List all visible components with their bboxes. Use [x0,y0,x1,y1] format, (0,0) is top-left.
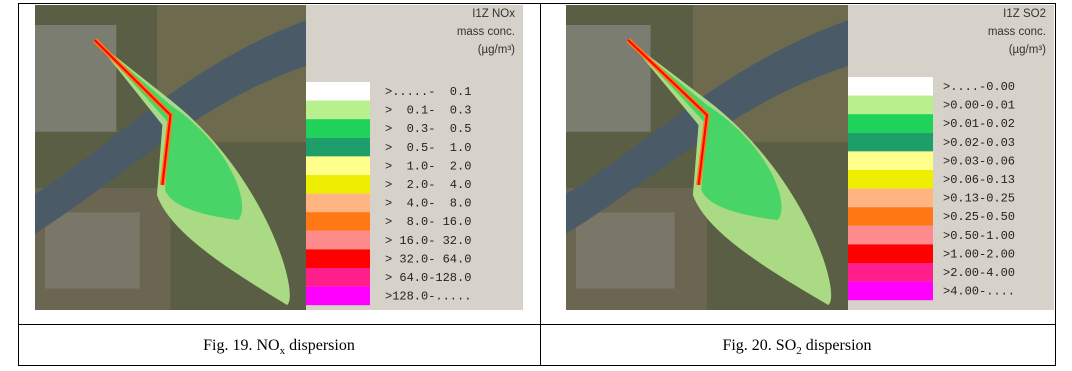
legend-title: (µg/m³) [478,44,515,56]
legend-label: >128.0-..... [385,290,471,304]
legend-swatch [306,119,370,138]
legend-title: I1Z NOx [472,8,515,20]
legend-swatch [848,151,933,170]
legend-label: >1.00-2.00 [943,247,1015,261]
legend-title: mass conc. [457,26,515,38]
legend-swatch [848,170,933,189]
legend-label: >0.01-0.02 [943,117,1015,131]
legend-swatch [848,133,933,152]
legend-label: > 4.0- 8.0 [385,197,471,211]
legend-label: >0.03-0.06 [943,154,1015,168]
legend-swatch [306,138,370,157]
legend-title: mass conc. [988,26,1046,38]
legend-label: > 8.0- 16.0 [385,215,471,229]
legend-label: >0.02-0.03 [943,136,1015,150]
document: I1Z NOx mass conc. (µg/m³) >.....- 0.1 > 0.1… [0,0,1072,371]
legend-label: >0.25-0.50 [943,210,1015,224]
legend-label: > 64.0-128.0 [385,271,471,285]
caption-text: Fig. 20. SO [722,337,796,354]
caption-text: dispersion [802,337,872,354]
legend-swatch [848,244,933,263]
legend-swatch [306,231,370,250]
page: {"figures": [ {"legend_title": ["I1Z NOx… [0,0,1072,371]
legend-swatch [306,212,370,231]
map-town [45,212,140,288]
caption: Fig. 19. NOx dispersion [203,337,355,357]
legend-label: > 2.0- 4.0 [385,178,471,192]
legend-label: >4.00-.... [943,285,1015,299]
legend-swatch [306,287,370,306]
legend-swatch [306,268,370,287]
caption-text: dispersion [285,337,355,354]
legend-label: >0.13-0.25 [943,192,1015,206]
legend-title: I1Z SO2 [1003,8,1046,20]
caption: Fig. 20. SO2 dispersion [722,337,871,357]
legend-swatch [848,114,933,133]
legend-title: (µg/m³) [1009,44,1046,56]
legend-label: >0.50-1.00 [943,229,1015,243]
legend-label: > 0.1- 0.3 [385,104,471,118]
legend-swatch [848,207,933,226]
map-town [576,212,675,288]
legend-swatch [306,156,370,175]
legend-swatch [848,282,933,301]
legend-label: > 1.0- 2.0 [385,159,471,173]
legend-swatch [848,263,933,282]
map-town [35,25,116,132]
legend-swatch [306,175,370,194]
legend-label: > 0.5- 1.0 [385,141,471,155]
legend-label: >2.00-4.00 [943,266,1015,280]
legend-label: > 32.0- 64.0 [385,252,471,266]
legend-swatch [848,77,933,96]
legend-label: >0.00-0.01 [943,99,1015,113]
caption-text: Fig. 19. NO [203,337,279,354]
legend-label: >.....- 0.1 [385,85,471,99]
legend-label: >0.06-0.13 [943,173,1015,187]
legend-label: > 0.3- 0.5 [385,122,471,136]
figure: I1Z SO2 mass conc. (µg/m³) >....-0.00 >0.00-… [566,5,1054,357]
legend-swatch [306,101,370,120]
legend-label: > 16.0- 32.0 [385,234,471,248]
legend-swatch [848,96,933,115]
figure: I1Z NOx mass conc. (µg/m³) >.....- 0.1 > 0.1… [35,5,523,357]
legend-swatch [306,249,370,268]
legend-swatch [848,226,933,245]
legend-label: >....-0.00 [943,80,1015,94]
legend-swatch [848,189,933,208]
legend-swatch [306,82,370,101]
legend-swatch [306,194,370,213]
map-town [566,25,651,132]
